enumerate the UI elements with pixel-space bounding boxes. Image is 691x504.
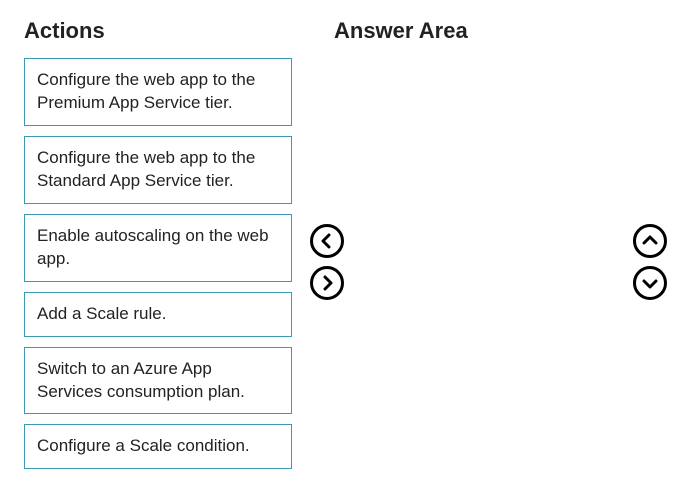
- chevron-right-icon: [319, 275, 335, 291]
- move-left-button[interactable]: [310, 224, 344, 258]
- move-down-button[interactable]: [633, 266, 667, 300]
- answer-area-column: Answer Area: [364, 18, 667, 486]
- actions-list: Configure the web app to the Premium App…: [24, 58, 304, 469]
- chevron-left-icon: [319, 233, 335, 249]
- action-item[interactable]: Configure the web app to the Premium App…: [24, 58, 292, 126]
- answer-area-heading: Answer Area: [334, 18, 667, 44]
- action-item[interactable]: Enable autoscaling on the web app.: [24, 214, 292, 282]
- actions-column: Actions Configure the web app to the Pre…: [24, 18, 304, 486]
- action-item[interactable]: Switch to an Azure App Services consumpt…: [24, 347, 292, 415]
- actions-heading: Actions: [24, 18, 304, 44]
- action-item[interactable]: Add a Scale rule.: [24, 292, 292, 337]
- action-item[interactable]: Configure a Scale condition.: [24, 424, 292, 469]
- chevron-down-icon: [642, 275, 658, 291]
- action-item[interactable]: Configure the web app to the Standard Ap…: [24, 136, 292, 204]
- move-up-button[interactable]: [633, 224, 667, 258]
- drag-drop-layout: Actions Configure the web app to the Pre…: [24, 18, 667, 486]
- middle-controls: [304, 18, 364, 486]
- move-right-button[interactable]: [310, 266, 344, 300]
- chevron-up-icon: [642, 233, 658, 249]
